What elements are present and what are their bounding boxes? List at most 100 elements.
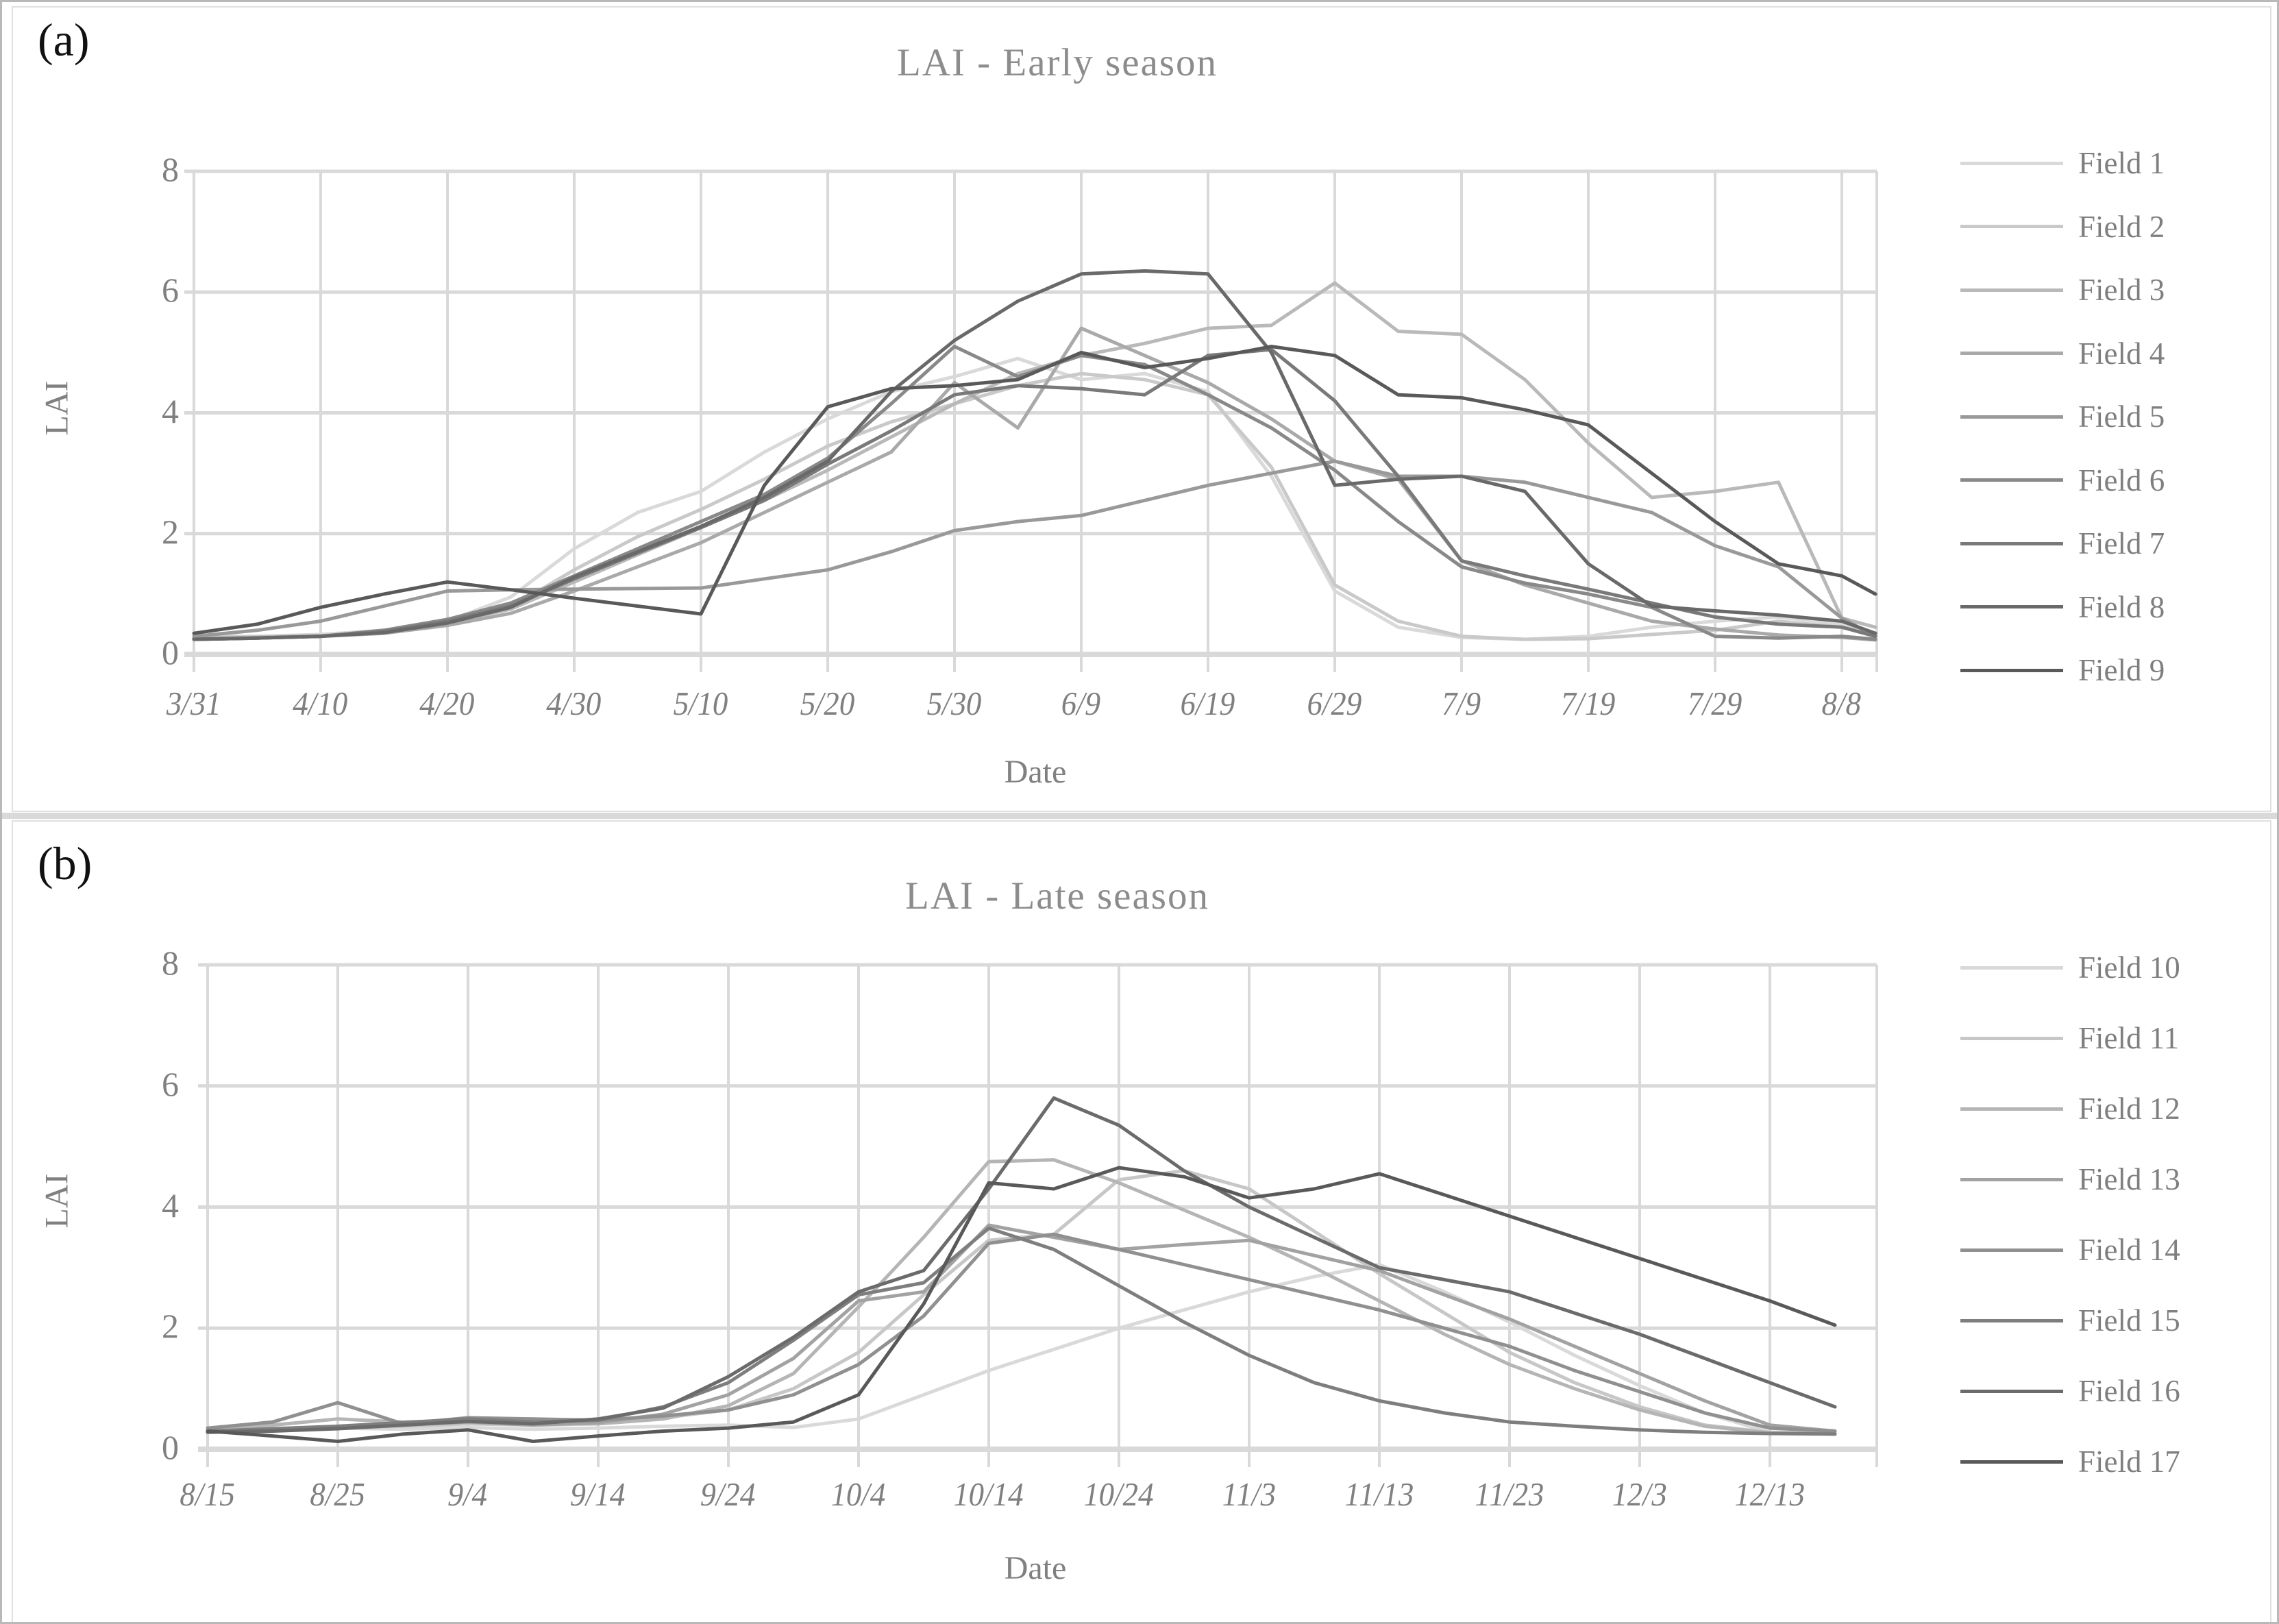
legend-line-swatch: [1960, 478, 2063, 482]
series-line-field-15: [206, 1226, 1837, 1436]
legend-label: Field 6: [2078, 463, 2165, 497]
y-tick-label: 2: [162, 1307, 179, 1346]
legend-item-field-7: Field 7: [1960, 525, 2165, 562]
legend-item-field-1: Field 1: [1960, 145, 2165, 182]
legend-item-field-17: Field 17: [1960, 1443, 2180, 1480]
legend-line-swatch: [1960, 352, 2063, 355]
legend-line-swatch: [1960, 415, 2063, 419]
x-tick-label: 10/24: [1081, 1476, 1157, 1513]
legend-label: Field 8: [2078, 589, 2165, 624]
x-tick-label: 11/13: [1342, 1476, 1417, 1513]
x-tick-label: 3/31: [163, 685, 225, 722]
legend-line-swatch: [1960, 1177, 2063, 1181]
x-tick-label: 9/14: [567, 1476, 629, 1513]
x-tick-label: 5/20: [797, 685, 859, 722]
legend-item-field-13: Field 13: [1960, 1161, 2180, 1198]
legend-item-field-15: Field 15: [1960, 1302, 2180, 1339]
y-tick-label: 4: [162, 391, 179, 430]
x-axis-title-early: Date: [1004, 754, 1067, 790]
legend-line-swatch: [1960, 965, 2063, 970]
y-tick-label: 8: [162, 150, 179, 188]
legend-label: Field 4: [2078, 336, 2165, 371]
y-tick-label: 0: [162, 633, 179, 672]
y-tick-label: 8: [162, 944, 179, 982]
legend-item-field-16: Field 16: [1960, 1373, 2180, 1410]
x-tick-label: 7/29: [1684, 685, 1746, 722]
legend-label: Field 9: [2078, 653, 2165, 687]
x-tick-label: 6/19: [1177, 685, 1239, 722]
x-tick-label: 10/4: [828, 1476, 889, 1513]
legend-label: Field 11: [2078, 1021, 2180, 1055]
legend-label: Field 15: [2078, 1303, 2180, 1338]
legend-item-field-9: Field 9: [1960, 652, 2165, 689]
x-tick-label: 4/30: [543, 685, 605, 722]
legend-item-field-11: Field 11: [1960, 1020, 2179, 1057]
series-line-field-5: [192, 459, 1877, 639]
y-tick-label: 4: [162, 1185, 179, 1225]
x-tick-label: 9/4: [445, 1476, 491, 1513]
legend-line-swatch: [1960, 1389, 2063, 1393]
legend-item-field-12: Field 12: [1960, 1090, 2180, 1127]
legend-line-swatch: [1960, 668, 2063, 672]
legend-item-field-10: Field 10: [1960, 949, 2180, 986]
x-tick-label: 8/25: [307, 1476, 369, 1513]
legend-line-swatch: [1960, 1107, 2063, 1111]
x-tick-label: 11/23: [1472, 1476, 1547, 1513]
legend-line-swatch: [1960, 288, 2063, 292]
legend-item-field-3: Field 3: [1960, 271, 2165, 308]
legend-line-swatch: [1960, 1318, 2063, 1322]
x-tick-label: 8/15: [177, 1476, 238, 1513]
legend-label: Field 17: [2078, 1444, 2180, 1479]
legend-line-swatch: [1960, 161, 2063, 165]
legend-item-field-14: Field 14: [1960, 1231, 2180, 1268]
x-tick-label: 4/10: [290, 685, 352, 722]
legend-label: Field 2: [2078, 209, 2165, 244]
legend-label: Field 12: [2078, 1092, 2180, 1126]
legend-label: Field 13: [2078, 1162, 2180, 1196]
legend-line-swatch: [1960, 541, 2063, 545]
x-tick-label: 5/30: [924, 685, 985, 722]
x-tick-label: 12/13: [1732, 1476, 1808, 1513]
legend-item-field-6: Field 6: [1960, 462, 2165, 499]
y-axis-title-late: LAI: [38, 1173, 75, 1229]
legend-label: Field 1: [2078, 146, 2165, 180]
panel-b-label: (b): [38, 837, 93, 889]
legend-item-field-4: Field 4: [1960, 335, 2165, 372]
x-tick-label: 6/29: [1304, 685, 1366, 722]
x-tick-label: 8/8: [1819, 685, 1865, 722]
series-line-field-17: [206, 1166, 1837, 1443]
panel-separator: [2, 813, 2277, 819]
chart-title-early: LAI - Early season: [896, 41, 1218, 84]
legend-line-swatch: [1960, 1036, 2063, 1040]
legend-label: Field 10: [2078, 950, 2180, 985]
x-tick-label: 10/14: [950, 1476, 1027, 1513]
series-line-field-1: [192, 356, 1877, 641]
legend-label: Field 14: [2078, 1233, 2180, 1267]
y-axis-title-early: LAI: [38, 380, 75, 436]
x-tick-label: 11/3: [1219, 1476, 1279, 1513]
x-tick-label: 7/19: [1557, 685, 1619, 722]
x-tick-label: 12/3: [1609, 1476, 1671, 1513]
x-axis-title-late: Date: [1004, 1550, 1067, 1586]
legend-line-swatch: [1960, 605, 2063, 608]
y-tick-label: 2: [162, 512, 179, 551]
series-line-field-10: [206, 1263, 1837, 1436]
legend-label: Field 5: [2078, 399, 2165, 434]
y-tick-label: 6: [162, 1064, 179, 1103]
panel-a-label: (a): [38, 14, 90, 66]
legend-line-swatch: [1960, 1460, 2063, 1464]
legend-item-field-2: Field 2: [1960, 208, 2165, 245]
panel-a-frame: [12, 6, 2271, 812]
legend-label: Field 16: [2078, 1374, 2180, 1408]
legend-label: Field 7: [2078, 526, 2165, 561]
series-line-field-4: [192, 326, 1877, 642]
legend-item-field-8: Field 8: [1960, 589, 2165, 626]
legend-item-field-5: Field 5: [1960, 398, 2165, 435]
legend-line-swatch: [1960, 225, 2063, 228]
panel-b-frame: [12, 820, 2271, 1622]
x-tick-label: 4/20: [417, 685, 478, 722]
x-tick-label: 7/9: [1438, 685, 1485, 722]
legend-label: Field 3: [2078, 273, 2165, 307]
legend-line-swatch: [1960, 1248, 2063, 1252]
